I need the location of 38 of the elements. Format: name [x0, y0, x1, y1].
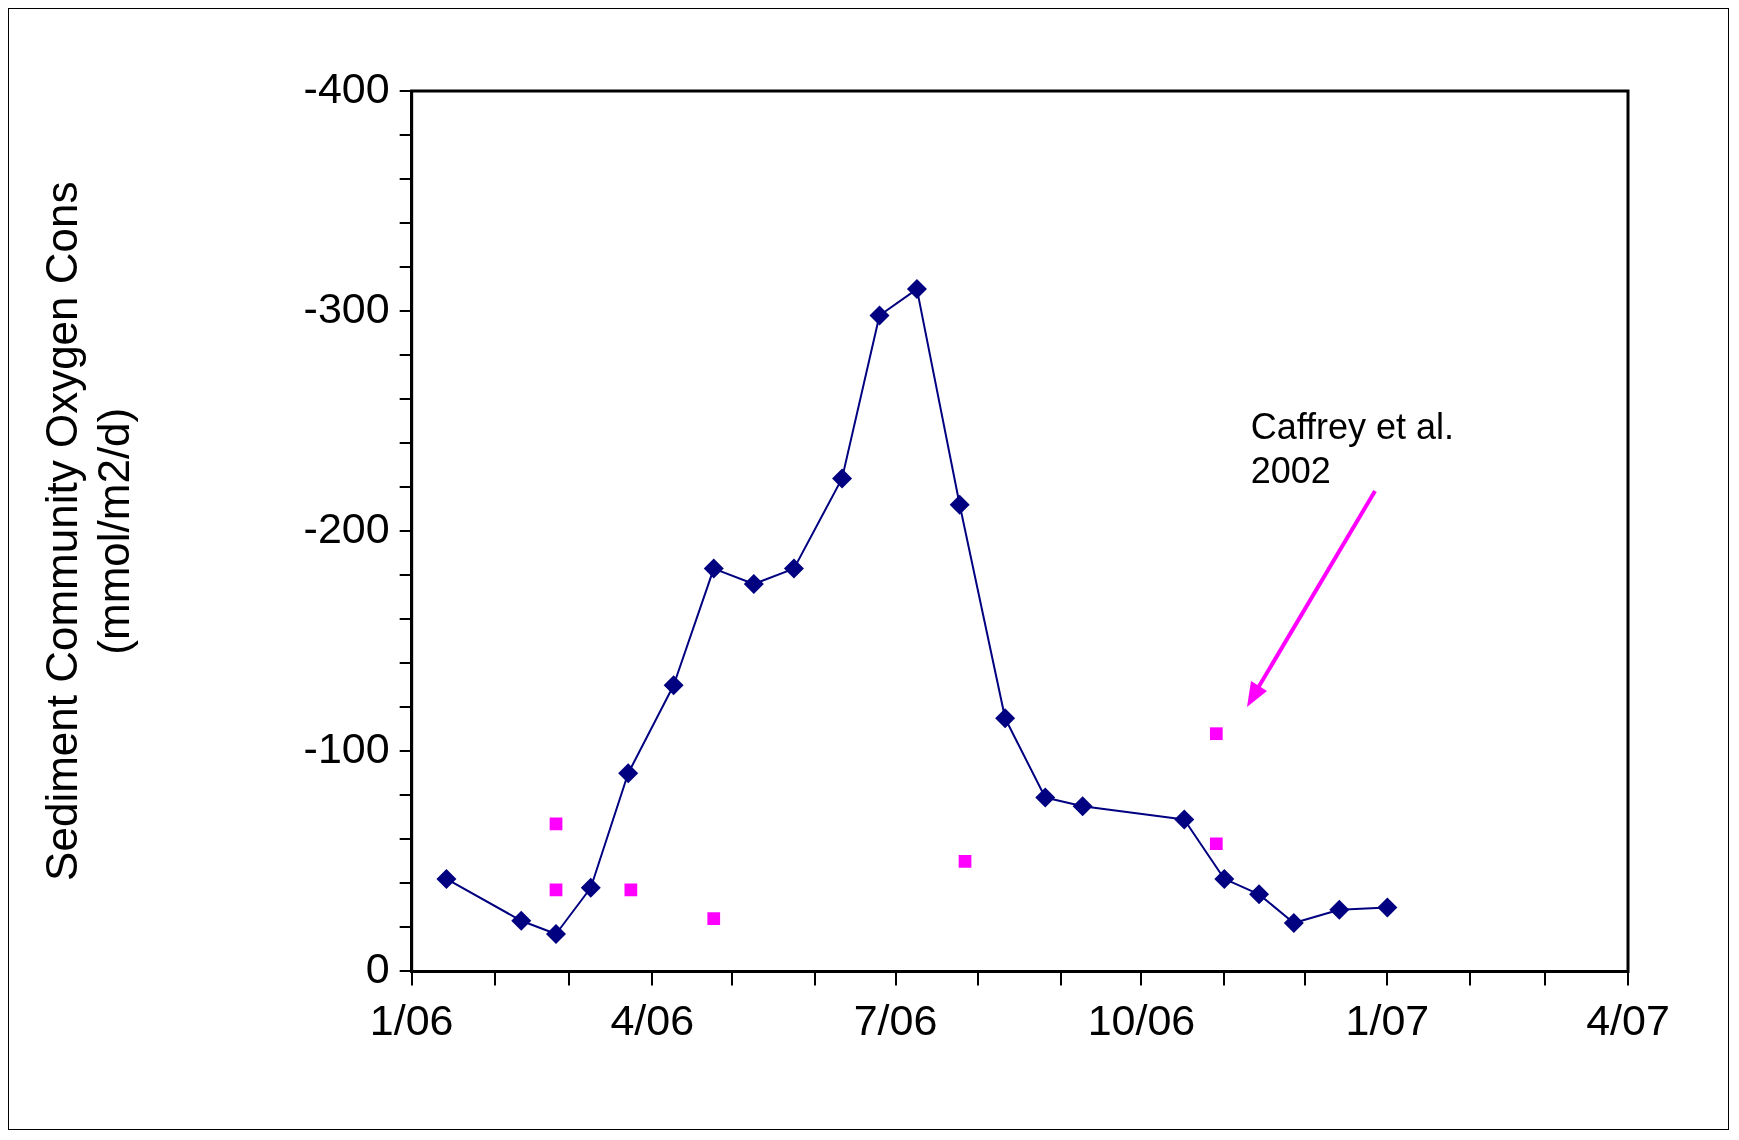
x-tick-label: 4/06 [610, 996, 695, 1045]
point [906, 279, 927, 300]
y-axis-title: Sediment Community Oxygen Cons (mmol/m2/d) [36, 181, 139, 881]
point [1377, 897, 1398, 918]
point [783, 558, 804, 579]
point [1214, 868, 1235, 889]
y-tick-label: -400 [303, 63, 390, 112]
point [1329, 899, 1350, 920]
point [743, 574, 764, 595]
point [707, 912, 721, 925]
point [1209, 727, 1223, 741]
point [580, 877, 601, 898]
point [703, 558, 724, 579]
point [832, 468, 853, 489]
point [1209, 837, 1223, 851]
point [1174, 809, 1195, 830]
x-tick-label: 10/06 [1087, 996, 1196, 1045]
point [1249, 884, 1270, 905]
point [1283, 912, 1304, 933]
y-tick-label: -100 [303, 724, 390, 773]
point [869, 305, 890, 326]
x-tick-label: 1/07 [1345, 996, 1430, 1045]
point [1035, 787, 1056, 808]
point [995, 708, 1016, 729]
y-tick-label: -300 [303, 283, 390, 332]
point [436, 868, 457, 889]
point [949, 494, 970, 515]
point [546, 923, 567, 944]
point [958, 854, 972, 868]
x-tick-label: 4/07 [1586, 996, 1670, 1045]
point [511, 910, 532, 931]
point [618, 763, 639, 784]
y-tick-label: 0 [365, 944, 390, 993]
point [663, 675, 684, 696]
x-tick-label: 7/06 [853, 996, 938, 1045]
y-tick-label: -200 [303, 504, 390, 553]
point [1072, 796, 1093, 817]
x-tick-label: 1/06 [369, 996, 454, 1045]
